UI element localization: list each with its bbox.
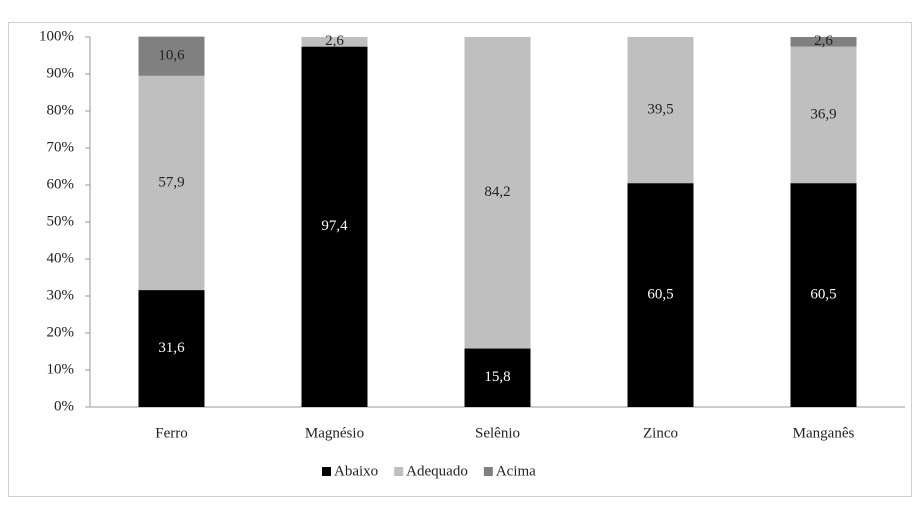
data-label: 31,6 [158, 340, 185, 356]
x-tick-label: Selênio [475, 425, 520, 441]
data-label: 39,5 [647, 102, 673, 118]
bar-segment [464, 348, 531, 407]
legend-label: Acima [496, 463, 536, 479]
bar-segment [627, 37, 694, 184]
x-tick-label: Magnésio [305, 425, 364, 441]
legend-label: Adequado [406, 463, 468, 479]
bar-segment [627, 183, 694, 407]
bar-segment [301, 37, 368, 47]
y-tick-label: 20% [47, 324, 75, 340]
y-tick-label: 40% [47, 250, 75, 266]
y-tick-label: 50% [47, 213, 75, 229]
bar-segment [790, 37, 857, 47]
bar-segment [301, 46, 368, 408]
bar-segment [790, 46, 857, 184]
bar-segment [464, 37, 531, 349]
legend-label: Abaixo [334, 463, 378, 479]
data-label: 84,2 [484, 184, 510, 200]
data-label: 36,9 [810, 106, 836, 122]
y-tick-label: 30% [47, 287, 75, 303]
legend-swatch [483, 467, 493, 476]
x-tick-label: Manganês [793, 425, 855, 441]
chart-border [8, 22, 912, 497]
bar-segment [138, 36, 205, 76]
legend-swatch [394, 467, 404, 476]
data-label: 10,6 [158, 48, 185, 64]
x-tick-label: Zinco [643, 425, 678, 441]
data-label: 2,6 [325, 33, 344, 49]
bar-segment [138, 75, 205, 291]
y-tick-label: 80% [47, 102, 75, 118]
y-tick-label: 100% [39, 28, 74, 44]
data-label: 15,8 [484, 369, 510, 385]
data-label: 60,5 [810, 287, 836, 303]
y-tick-label: 0% [54, 398, 74, 414]
data-label: 57,9 [158, 174, 184, 190]
bar-segment [790, 183, 857, 407]
bar-segment [138, 290, 205, 407]
data-label: 60,5 [647, 287, 673, 303]
y-tick-label: 70% [47, 139, 75, 155]
y-tick-label: 60% [47, 176, 75, 192]
data-label: 2,6 [814, 33, 833, 49]
legend-swatch [322, 467, 331, 476]
x-tick-label: Ferro [155, 425, 188, 441]
y-tick-label: 10% [47, 361, 75, 377]
y-tick-label: 90% [47, 65, 75, 81]
data-label: 97,4 [321, 218, 348, 234]
